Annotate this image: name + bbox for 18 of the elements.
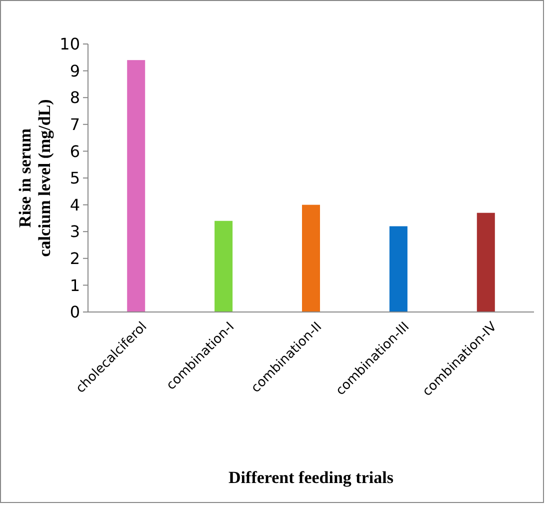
y-tick-label: 6 bbox=[70, 142, 80, 161]
bar bbox=[476, 212, 495, 312]
y-tick-label: 5 bbox=[70, 168, 80, 188]
y-tick-label: 10 bbox=[60, 34, 80, 54]
y-tick-label: 2 bbox=[70, 249, 80, 268]
y-axis-title: Rise in serum calcium level (mg/dL) bbox=[16, 99, 54, 257]
x-axis-title: Different feeding trials bbox=[228, 468, 394, 487]
y-tick-label: 9 bbox=[70, 61, 80, 80]
y-tick-label: 0 bbox=[70, 302, 80, 322]
y-tick-label: 3 bbox=[70, 222, 80, 242]
bar bbox=[389, 226, 408, 312]
y-tick-label: 4 bbox=[70, 195, 80, 214]
bar bbox=[127, 60, 146, 312]
y-tick-label: 8 bbox=[70, 88, 80, 108]
bar bbox=[214, 220, 233, 312]
y-tick-label: 1 bbox=[70, 276, 80, 295]
bar bbox=[302, 204, 320, 312]
y-tick-label: 7 bbox=[70, 115, 80, 134]
